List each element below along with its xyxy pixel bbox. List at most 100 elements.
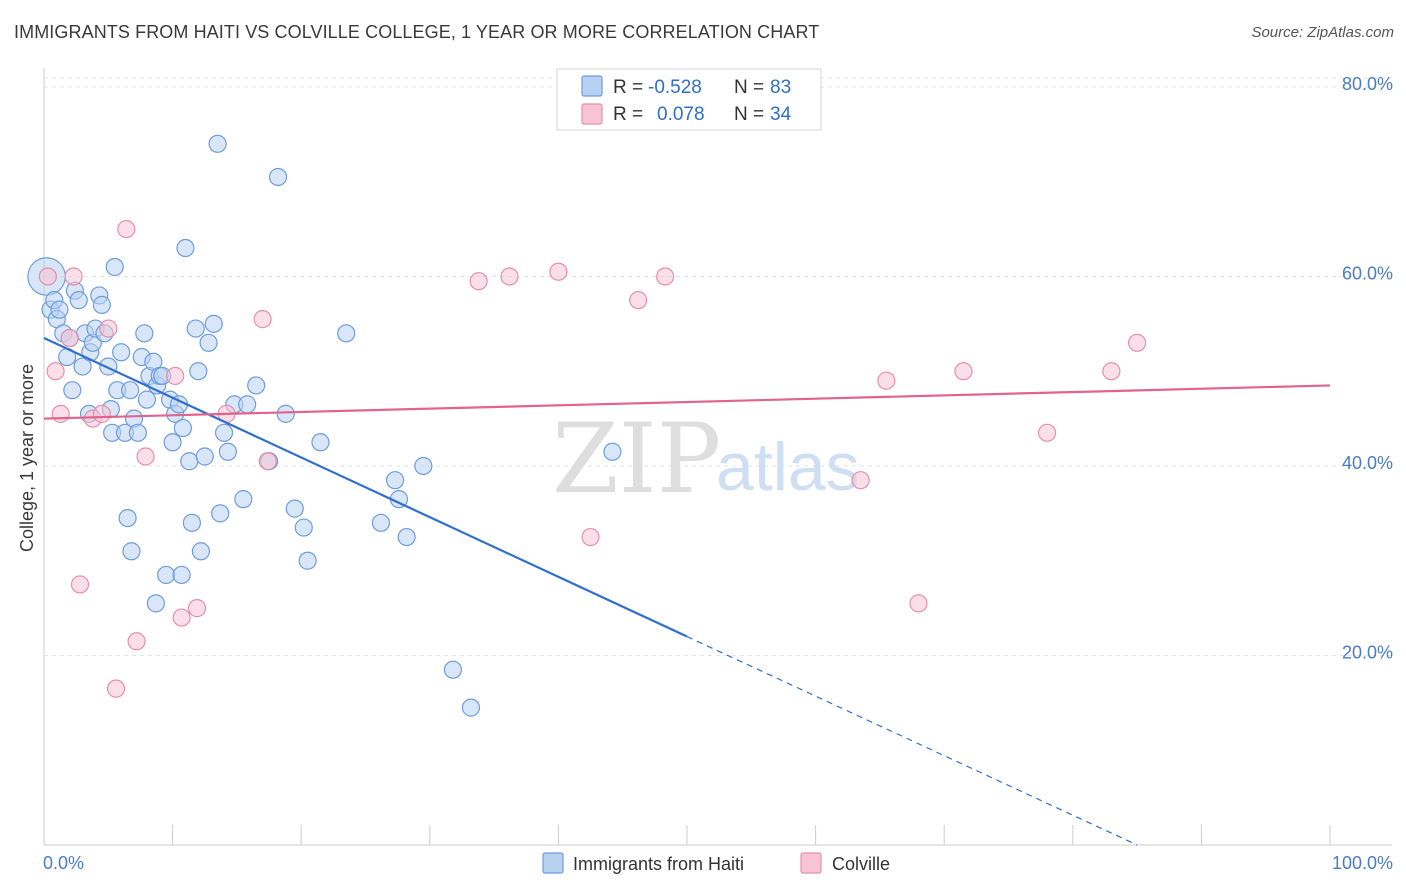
haiti-point <box>208 134 227 153</box>
series-legend: Immigrants from Haiti Colville <box>542 852 890 874</box>
legend: R = -0.528 N = 83 R = 0.078 N = 34 <box>556 68 822 131</box>
legend-n-label-haiti: N = <box>734 77 764 98</box>
haiti-point <box>311 433 330 452</box>
haiti-point <box>50 300 69 319</box>
haiti-point <box>173 418 192 438</box>
gridlines <box>44 77 1392 656</box>
haiti-point <box>204 314 223 333</box>
colville-point <box>629 291 648 310</box>
haiti-point <box>211 504 230 523</box>
haiti-point <box>118 508 137 528</box>
series-legend-swatch-colville <box>800 852 822 874</box>
colville-point <box>166 366 185 386</box>
haiti-point <box>195 447 214 466</box>
haiti-point <box>99 357 118 376</box>
legend-swatch-colville <box>581 103 603 125</box>
y-tick-label: 40.0% <box>1342 453 1393 473</box>
trend-lines <box>43 337 1331 846</box>
colville-point <box>500 267 519 286</box>
legend-n-value-haiti: 83 <box>770 77 791 98</box>
haiti-point <box>298 551 317 570</box>
haiti-point <box>238 395 257 414</box>
haiti-point <box>337 324 356 343</box>
colville-point <box>253 310 272 329</box>
tick-labels: 20.0% 40.0% 60.0% 80.0% 0.0% 100.0% <box>43 74 1393 873</box>
haiti-point <box>105 257 124 277</box>
haiti-point <box>371 513 391 532</box>
colville-point <box>581 527 600 547</box>
legend-r-label-colville: R = <box>613 104 643 125</box>
x-tick-label: 100.0% <box>1332 853 1393 873</box>
legend-n-label-colville: N = <box>734 104 764 125</box>
colville-point <box>106 679 126 698</box>
haiti-point <box>176 238 195 258</box>
haiti-point <box>122 542 141 561</box>
colville-point <box>64 267 83 286</box>
haiti-point <box>157 565 176 585</box>
data-points <box>27 134 1147 717</box>
colville-point <box>136 447 155 466</box>
colville-point <box>92 404 111 423</box>
haiti-point <box>603 442 622 461</box>
haiti-point <box>234 490 253 509</box>
haiti-point <box>461 698 481 717</box>
haiti-point <box>146 594 165 613</box>
colville-point <box>469 272 488 291</box>
haiti-point <box>276 404 295 423</box>
haiti-point <box>443 660 463 679</box>
axes <box>43 68 1392 846</box>
haiti-point <box>414 456 433 476</box>
series-legend-label-haiti: Immigrants from Haiti <box>573 854 744 874</box>
colville-point <box>46 362 65 381</box>
haiti-trend-line <box>43 337 688 638</box>
haiti-point <box>73 357 92 376</box>
colville-point <box>187 599 207 618</box>
watermark-atlas: atlas <box>716 429 860 505</box>
haiti-point <box>92 295 111 314</box>
haiti-point <box>268 167 288 187</box>
colville-point <box>954 362 973 381</box>
haiti-point <box>285 499 304 518</box>
haiti-trend-extension <box>686 635 1138 846</box>
colville-point <box>99 319 118 338</box>
legend-swatch-haiti <box>581 75 603 97</box>
y-tick-label: 60.0% <box>1342 263 1393 283</box>
haiti-point <box>180 452 199 471</box>
colville-point <box>258 452 277 471</box>
colville-point <box>1127 333 1147 352</box>
haiti-point <box>397 527 416 547</box>
haiti-point <box>172 565 191 585</box>
watermark-zip: ZIP <box>552 403 721 515</box>
x-tick-label: 0.0% <box>43 853 84 873</box>
haiti-point <box>69 291 88 310</box>
haiti-point <box>135 324 154 343</box>
haiti-point <box>137 390 156 409</box>
legend-r-value-haiti: -0.528 <box>648 77 702 98</box>
colville-point <box>851 471 870 490</box>
colville-point <box>1102 362 1121 381</box>
legend-n-value-colville: 34 <box>770 104 792 125</box>
colville-point <box>877 371 896 390</box>
colville-trend-line <box>43 384 1331 420</box>
haiti-point <box>189 362 208 381</box>
colville-point <box>549 262 568 281</box>
colville-point <box>1037 423 1057 442</box>
watermark: ZIP atlas <box>552 403 860 515</box>
haiti-point <box>199 333 218 352</box>
legend-r-label-haiti: R = <box>613 77 643 98</box>
legend-r-value-colville: 0.078 <box>657 104 705 125</box>
colville-point <box>909 594 928 613</box>
y-tick-label: 20.0% <box>1342 642 1393 662</box>
haiti-point <box>385 471 405 490</box>
haiti-point <box>163 433 182 452</box>
haiti-point <box>128 423 147 442</box>
colville-point <box>172 608 191 627</box>
series-legend-swatch-haiti <box>542 852 564 874</box>
haiti-point <box>214 423 234 442</box>
colville-point <box>70 575 90 594</box>
colville-point <box>60 328 79 348</box>
haiti-point <box>191 542 210 561</box>
y-axis-label: College, 1 year or more <box>17 364 37 552</box>
haiti-point <box>186 319 205 338</box>
